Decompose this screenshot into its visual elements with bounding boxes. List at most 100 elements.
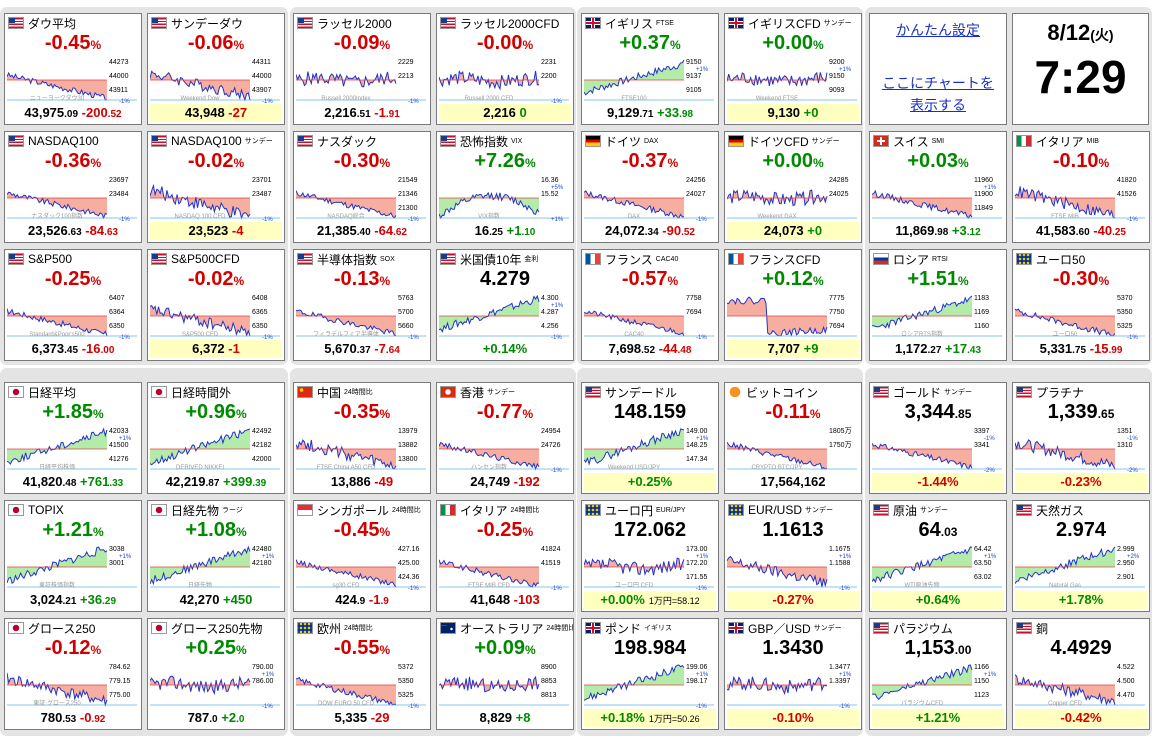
tile-sub: SMI (931, 137, 945, 145)
diff-dec: .00 (100, 345, 115, 356)
it-flag-icon (1016, 135, 1032, 147)
tile-oil[interactable]: 原油 サンデー 64.03 64.42 63.50 63.02 +1% WTI原油先物 +0.6… (869, 500, 1007, 612)
change-main: 4.279 (479, 268, 531, 290)
axis-label: 784.62 (109, 664, 131, 671)
tile-dax_cfd[interactable]: ドイツCFD サンデー +0.00% 24285 24025 Weekend DAX 24,… (724, 131, 862, 243)
tile-title: ポンド イギリス (585, 621, 716, 636)
axis-label: 5370 (1117, 295, 1133, 302)
price-row: 42,270 +450 (150, 591, 282, 609)
tile-name: ドイツCFD (748, 134, 809, 149)
change-main: -0.25 (44, 268, 91, 290)
tile-cac40[interactable]: フランス CAC40 -0.57% 7758 7694 -1% CAC40 7,698.52 … (581, 249, 719, 361)
chart-line (727, 296, 828, 337)
tile-eurusd[interactable]: EUR/USD サンデー 1.1613 1.1675 1.1588 +1% -1% -0.27… (724, 500, 862, 612)
tile-title: TOPIX (8, 503, 139, 517)
sparkline-chart: 5372 5350 5325 -1% DOW EURO 50 CFD (296, 664, 426, 710)
us-flag-icon (8, 135, 24, 147)
tile-rut[interactable]: ラッセル2000 -0.09% 2229 2213 -1% Russell 2000Ind… (293, 13, 431, 125)
sparkline-chart: 41820 41526 -1% FTSE MIB (1015, 177, 1145, 223)
tile-china[interactable]: 中国 24時間比 -0.35% 13979 13882 13800 FTSE China A… (293, 382, 431, 494)
sparkline-chart: 24285 24025 Weekend DAX (727, 177, 857, 220)
tile-hk[interactable]: 香港 サンデー -0.77% 24954 24726 -1% ハンセン指数 24,749 -1… (436, 382, 574, 494)
price-row: 3,024.21 +36.29 (7, 591, 139, 609)
tile-g250_fut[interactable]: グロース250先物 +0.25% 790.00 786.00 +1% -1% 787.0 +… (147, 618, 285, 730)
change-value: +0.03% (907, 150, 969, 172)
price-dec: .87 (205, 478, 220, 489)
tile-topix[interactable]: TOPIX +1.21% 3038 3001 +1% 東証株価指数 3,024.21 +36… (4, 500, 142, 612)
tile-gbpjpy[interactable]: ポンド イギリス 198.984 199.06 198.17 +1% -1% +0.18% 1万… (581, 618, 719, 730)
tile-au[interactable]: オーストラリア 24時間比 +0.09% 8900 8853 8813 8,829 +8 (436, 618, 574, 730)
tile-nasdaq100[interactable]: NASDAQ100 -0.36% 23697 23484 -1% ナスダック100指数 23… (4, 131, 142, 243)
chart-area (584, 190, 684, 218)
tile-title: イタリア MIB (1016, 134, 1147, 149)
tile-ftse_cfd[interactable]: イギリスCFD サンデー +0.00% 9200 9150 9093 +1% Weekend … (724, 13, 862, 125)
axis-label: 7775 (829, 295, 845, 302)
price-row: 42,219.87 +399.39 (150, 473, 282, 491)
axis-label: 1.3397 (829, 678, 851, 685)
tile-n225[interactable]: 日経平均 +1.85% 42033 41500 41276 +1% 日経平均株価 41,820… (4, 382, 142, 494)
price-value: 780 (40, 710, 63, 725)
price-value: 13,886 (330, 474, 371, 489)
tile-nasdaq[interactable]: ナスダック -0.30% 21549 21346 21300 -1% NASDAQ総合 21,… (293, 131, 431, 243)
chart-line (150, 70, 251, 102)
change-value: -0.13% (333, 268, 391, 290)
tile-cac_cfd[interactable]: フランスCFD +0.12% 7775 7750 7694 7,707 +9 (724, 249, 862, 361)
change-main: -0.10 (1052, 150, 1099, 172)
axis-label: 149.00 (686, 428, 708, 435)
tile-rtsi[interactable]: ロシア RTSI +1.51% 1183 1169 1160 ロシアRTS指数 1,172.2… (869, 249, 1007, 361)
tile-dow_sun[interactable]: サンデーダウ -0.06% 44311 44000 43907 -1% Weekend Do… (147, 13, 285, 125)
tile-rut_cfd[interactable]: ラッセル2000CFD -0.00% 2231 2200 -1% Russell 2000… (436, 13, 574, 125)
pct-label: -1% (696, 335, 707, 341)
tile-copper[interactable]: 銅 4.4929 4.522 4.500 4.470 Copper CFD -0.42% (1012, 618, 1150, 730)
tile-us10y[interactable]: 米国債10年 金利 4.279 4.300 4.287 4.256 +1% -1% +0.14% (436, 249, 574, 361)
axis-label: 23484 (109, 191, 129, 198)
axis-label: 2.999 (1117, 546, 1135, 553)
sparkline-chart: 149.00 148.25 147.34 +1% Weekend USD/JPY (584, 428, 714, 471)
watermark: S&P500 CFD (182, 332, 219, 338)
tile-title: 米国債10年 金利 (440, 252, 571, 267)
tile-dax[interactable]: ドイツ DAX -0.37% 24256 24027 -1% DAX 24,072.34 -9… (581, 131, 719, 243)
tile-sp500[interactable]: S&P500 -0.25% 6407 6364 6350 -1% Standard&Poor… (4, 249, 142, 361)
tile-sg[interactable]: シンガポール 24時間比 -0.45% 427.16 425.00 424.36 -1% sg… (293, 500, 431, 612)
tile-smi[interactable]: スイス SMI +0.03% 11960 11900 11849 +1% 11,869.98 … (869, 131, 1007, 243)
chart-line (439, 675, 540, 693)
tile-name: イギリス (605, 16, 654, 31)
tile-italy[interactable]: イタリア 24時間比 -0.25% 41824 41519 -1% FTSE MIB CFD… (436, 500, 574, 612)
tile-mib[interactable]: イタリア MIB -0.10% 41820 41526 -1% FTSE MIB 41,583… (1012, 131, 1150, 243)
chart-area (584, 665, 684, 701)
tile-g250[interactable]: グロース250 -0.12% 784.62 779.15 775.00 東証 グロース25… (4, 618, 142, 730)
tile-name: プラチナ (1036, 385, 1085, 400)
diff-value: -27 (228, 105, 248, 120)
axis-label: 2.950 (1117, 560, 1135, 567)
tile-sp500_cfd[interactable]: S&P500CFD -0.02% 6408 6365 6350 -1% S&P500 CFD… (147, 249, 285, 361)
tile-n225_off[interactable]: 日経時間外 +0.96% 42492 42182 42000 DERIVED NIKKEI… (147, 382, 285, 494)
price-dec: .25 (489, 227, 503, 238)
axis-label: 64.42 (974, 546, 992, 553)
tile-dow[interactable]: ダウ平均 -0.45% 44273 44000 43911 -1% ニューヨークダウ30 43… (4, 13, 142, 125)
tile-eurjpy[interactable]: ユーロ円 EUR/JPY 172.062 173.00 172.20 171.55 +1% -… (581, 500, 719, 612)
tile-ftse[interactable]: イギリス FTSE +0.37% 9150 9137 9105 +1% FTSE100 9,12… (581, 13, 719, 125)
price-value: 43,975 (24, 105, 65, 120)
tile-gold[interactable]: ゴールド サンデー 3,344.85 3397 3341 -1% -2% -1.44% (869, 382, 1007, 494)
tile-btc[interactable]: ビットコイン -0.11% 1805万 1750万 CRYPTO BTC/JPY 17,5… (724, 382, 862, 494)
tile-vix[interactable]: 恐怖指数 VIX +7.26% 16.36 15.52 +5% +1% VIX指数 16.25 … (436, 131, 574, 243)
tile-sox[interactable]: 半導体指数 SOX -0.13% 5763 5700 5660 -1% フィラデルフィア半導体… (293, 249, 431, 361)
chart-display-link[interactable]: ここにチャートを 表示する (870, 72, 1006, 116)
tile-usdjpy[interactable]: サンデードル 148.159 149.00 148.25 147.34 +1% Weeken… (581, 382, 719, 494)
axis-label: 4.470 (1117, 692, 1135, 699)
tile-nasdaq100_sun[interactable]: NASDAQ100 サンデー -0.02% 23701 23487 -1% NASDAQ 1… (147, 131, 285, 243)
chart-area (150, 71, 250, 100)
sparkline-chart: 199.06 198.17+1% -1% (584, 664, 714, 710)
tile-euro50[interactable]: ユーロ50 -0.30% 5370 5350 5325 -1% ユーロ50 5,331.75 … (1012, 249, 1150, 361)
tile-gas[interactable]: 天然ガス 2.974 2.999 2.950 2.901 +2% Natural Gas +1… (1012, 500, 1150, 612)
axis-label: 23487 (252, 191, 272, 198)
tile-platinum[interactable]: プラチナ 1,339.65 1351 1310 -1% -2% -0.23% (1012, 382, 1150, 494)
tile-n225_fut[interactable]: 日経先物 ラージ +1.08% 42480 42180 +1% 日経先物 42,270 +45… (147, 500, 285, 612)
axis-label: 42480 (252, 546, 272, 553)
watermark: 東証 グロース250 (33, 699, 81, 707)
tile-eu24[interactable]: 欧州 24時間比 -0.55% 5372 5350 5325 -1% DOW EURO 50 … (293, 618, 431, 730)
price-dec: .60 (1075, 227, 1090, 238)
tile-gbpusd[interactable]: GBP／USD サンデー 1.3430 1.3477 1.3397 +1% -1% -0.10… (724, 618, 862, 730)
tile-palladium[interactable]: パラジウム 1,153.00 1166 1150 1123 +1% パラジウムCFD +1.2… (869, 618, 1007, 730)
easy-setup-link[interactable]: かんたん設定 (896, 22, 980, 38)
